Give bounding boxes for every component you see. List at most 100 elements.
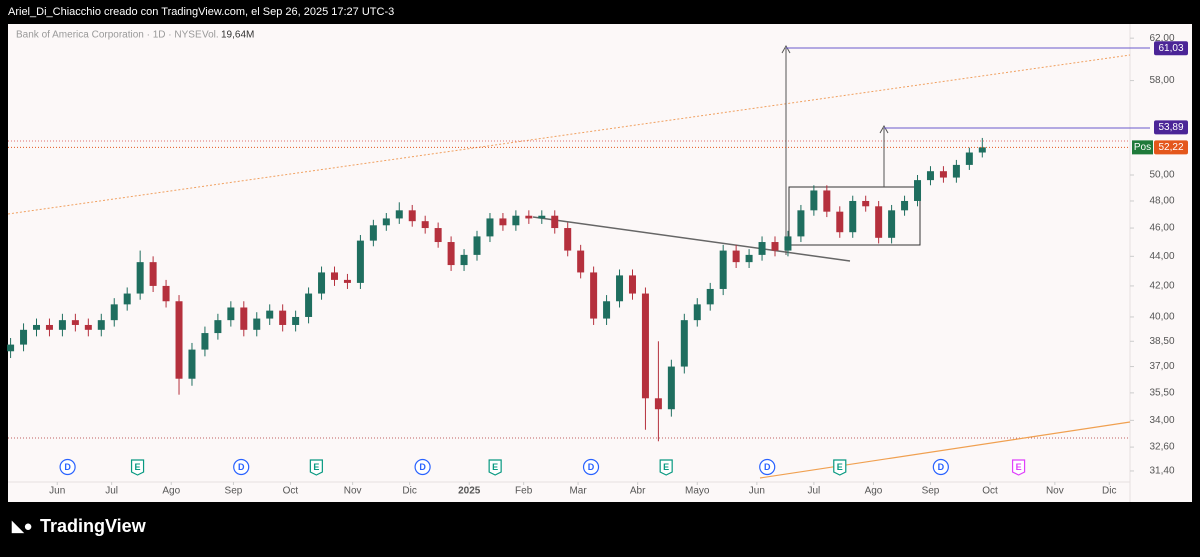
trend-line bbox=[532, 216, 851, 262]
y-tick-label: 50,00 bbox=[1149, 170, 1174, 181]
x-tick-label: Sep bbox=[922, 486, 940, 497]
event-marker bbox=[130, 459, 145, 476]
candle-body bbox=[279, 310, 287, 325]
y-tick-label: 32,60 bbox=[1149, 442, 1174, 453]
price-label-box bbox=[1154, 120, 1188, 135]
price-label: 52,22 bbox=[1158, 142, 1183, 153]
event-label: E bbox=[135, 462, 141, 472]
candle-body bbox=[849, 200, 857, 233]
x-tick-label: Oct bbox=[283, 486, 299, 497]
y-tick-label: 42,00 bbox=[1149, 281, 1174, 292]
candle-body bbox=[149, 262, 157, 286]
candle-body bbox=[564, 228, 572, 251]
event-label: E bbox=[837, 462, 843, 472]
y-tick-label: 44,00 bbox=[1149, 251, 1174, 262]
y-tick-label: 38,50 bbox=[1149, 336, 1174, 347]
y-tick-label: 58,00 bbox=[1149, 75, 1174, 86]
candle-body bbox=[875, 206, 883, 238]
x-tick-label: Nov bbox=[1046, 486, 1064, 497]
candle-body bbox=[680, 320, 688, 367]
y-tick-label: 46,00 bbox=[1149, 223, 1174, 234]
y-tick-label: 62,00 bbox=[1149, 33, 1174, 44]
candle-body bbox=[97, 320, 105, 330]
event-label: E bbox=[663, 462, 669, 472]
event-marker bbox=[414, 458, 431, 476]
candle-body bbox=[641, 293, 649, 399]
candle-body bbox=[616, 275, 624, 302]
footer-logo: TradingView bbox=[40, 516, 147, 536]
event-label: E bbox=[1016, 462, 1022, 472]
candle-body bbox=[603, 301, 611, 319]
candle-body bbox=[253, 318, 261, 330]
candle-body bbox=[654, 398, 662, 410]
price-label: 61,03 bbox=[1158, 43, 1183, 54]
event-marker bbox=[309, 459, 323, 476]
candle-body bbox=[447, 242, 455, 266]
candle-body bbox=[201, 333, 209, 350]
event-label: E bbox=[313, 462, 319, 472]
candle-body bbox=[667, 366, 675, 410]
candle-body bbox=[460, 254, 468, 266]
event-marker bbox=[582, 458, 600, 476]
x-tick-label: Abr bbox=[630, 486, 646, 497]
candle-body bbox=[577, 250, 585, 273]
event-marker bbox=[659, 459, 673, 476]
event-marker bbox=[1011, 459, 1026, 476]
event-label: D bbox=[238, 462, 245, 472]
event-label: D bbox=[419, 462, 426, 472]
candle-body bbox=[408, 210, 416, 222]
x-tick-label: Jun bbox=[49, 486, 65, 497]
event-marker bbox=[233, 458, 250, 476]
x-tick-label: Jun bbox=[749, 486, 765, 497]
candle-body bbox=[914, 180, 922, 201]
tag-label: Pos bbox=[1134, 142, 1151, 153]
candle-body bbox=[823, 190, 831, 212]
arrow-head bbox=[781, 44, 791, 54]
candle-body bbox=[71, 320, 79, 325]
candle-body bbox=[836, 211, 844, 233]
candle-body bbox=[58, 320, 66, 330]
candle-body bbox=[343, 279, 351, 283]
y-tick-label: 34,00 bbox=[1149, 415, 1174, 426]
arrow-head bbox=[879, 124, 889, 134]
candle-body bbox=[628, 275, 636, 294]
candle-body bbox=[162, 285, 170, 302]
candle-body bbox=[745, 254, 753, 263]
candle-body bbox=[84, 324, 92, 330]
x-tick-label: Ago bbox=[162, 486, 180, 497]
x-tick-label: Mar bbox=[569, 486, 587, 497]
event-marker bbox=[833, 459, 847, 476]
event-label: D bbox=[64, 462, 71, 472]
candle-body bbox=[305, 293, 313, 317]
candle-body bbox=[732, 250, 740, 263]
candle-body bbox=[175, 301, 183, 379]
x-tick-label: 2025 bbox=[458, 486, 481, 497]
candle-body bbox=[7, 344, 15, 352]
candle-body bbox=[499, 218, 507, 226]
x-tick-label: Mayo bbox=[685, 486, 710, 497]
event-marker bbox=[759, 458, 776, 476]
candle-body bbox=[188, 349, 196, 379]
candle-body bbox=[369, 225, 377, 241]
candle-body bbox=[525, 215, 533, 219]
candle-body bbox=[227, 307, 235, 321]
candle-body bbox=[901, 200, 909, 211]
price-label-box bbox=[1154, 41, 1188, 56]
candle-body bbox=[693, 304, 701, 321]
candle-body bbox=[473, 236, 481, 255]
range-box bbox=[788, 186, 921, 246]
candle-body bbox=[706, 288, 714, 305]
candle-body bbox=[538, 215, 546, 219]
candle-body bbox=[719, 250, 727, 289]
event-marker bbox=[932, 458, 949, 476]
volume-label: Vol. bbox=[202, 30, 219, 41]
candle-body bbox=[888, 210, 896, 238]
candle-body bbox=[356, 240, 364, 283]
x-tick-label: Feb bbox=[515, 486, 533, 497]
candle-body bbox=[952, 164, 960, 178]
event-label: E bbox=[492, 462, 498, 472]
trend-line bbox=[759, 421, 1131, 479]
top-bar-text: Ariel_Di_Chiacchio creado con TradingVie… bbox=[8, 6, 394, 18]
event-label: D bbox=[764, 462, 771, 472]
